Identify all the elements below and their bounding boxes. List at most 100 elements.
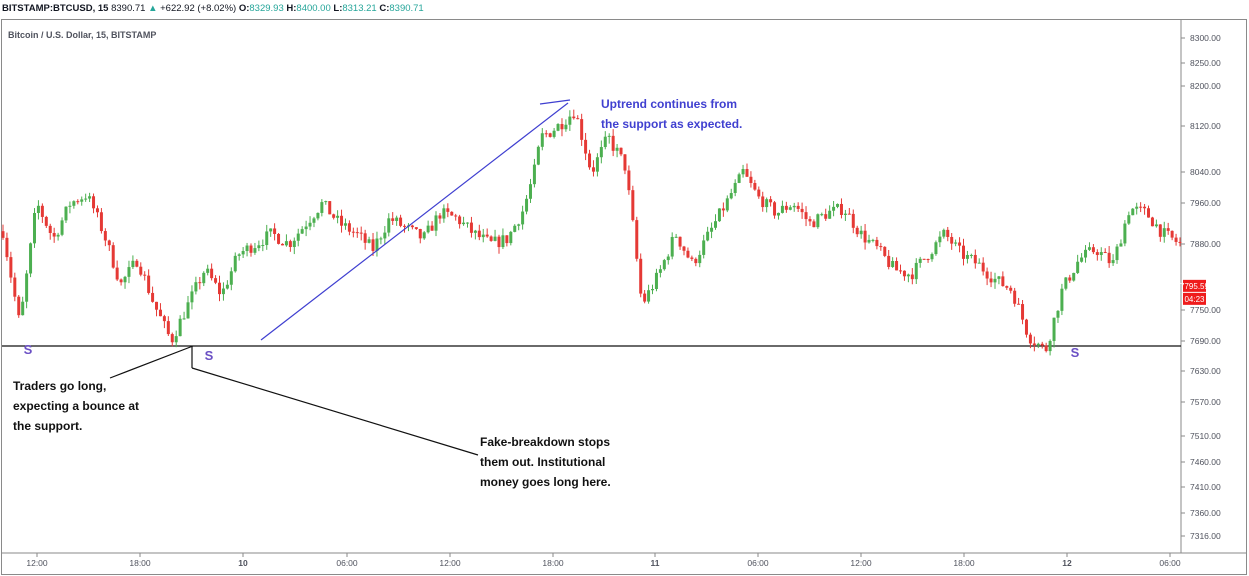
candle-body xyxy=(584,139,588,154)
candle-body xyxy=(174,336,178,343)
candle-body xyxy=(588,153,592,168)
candle-body xyxy=(666,256,670,261)
candle-body xyxy=(1087,247,1091,250)
candle-body xyxy=(993,278,997,283)
candle-body xyxy=(229,271,233,285)
candle-body xyxy=(308,222,312,227)
candle-body xyxy=(1119,243,1123,247)
candle-body xyxy=(1048,340,1052,352)
candle-body xyxy=(879,246,883,248)
candle-body xyxy=(603,136,607,148)
candle-body xyxy=(107,240,111,246)
candle-body xyxy=(438,215,442,219)
candle-body xyxy=(1040,343,1044,346)
candle-body xyxy=(851,213,855,228)
candle-body xyxy=(954,242,958,244)
candle-body xyxy=(403,225,407,227)
candle-body xyxy=(265,231,269,246)
candle-body xyxy=(21,301,25,316)
candle-body xyxy=(607,135,611,137)
candle-body xyxy=(1154,224,1158,227)
candle-body xyxy=(1032,343,1036,346)
candle-body xyxy=(442,208,446,219)
price-tick-label: 7690.00 xyxy=(1190,336,1221,346)
annotation-text: Uptrend continues from xyxy=(601,97,737,111)
price-tick-label: 7460.00 xyxy=(1190,457,1221,467)
price-tick-label: 7410.00 xyxy=(1190,482,1221,492)
candle-body xyxy=(5,237,9,258)
candle-body xyxy=(769,199,773,203)
candle-body xyxy=(910,274,914,280)
candle-body xyxy=(501,235,505,248)
price-tick-label: 8040.00 xyxy=(1190,167,1221,177)
price-tick-label: 8200.00 xyxy=(1190,81,1221,91)
candle-body xyxy=(1052,317,1056,341)
candle-body xyxy=(48,225,52,233)
candle-body xyxy=(513,225,517,232)
pointer-line-long xyxy=(109,345,194,379)
uptrend-arrow-icon xyxy=(539,99,571,105)
candle-body xyxy=(324,201,328,203)
pointer-line-breakdown xyxy=(191,367,479,456)
candle-body xyxy=(804,212,808,220)
symbol-label[interactable]: BITSTAMP:BTCUSD, 15 xyxy=(2,3,109,14)
candle-body xyxy=(269,228,273,232)
price-tick-label: 7750.00 xyxy=(1190,305,1221,315)
candle-body xyxy=(92,196,96,209)
candle-body xyxy=(839,203,843,215)
candle-body xyxy=(312,218,316,223)
candle-body xyxy=(548,133,552,137)
price-tick-label: 7316.00 xyxy=(1190,531,1221,541)
candle-body xyxy=(528,184,532,199)
time-tick-label: 12:00 xyxy=(439,558,461,568)
candle-body xyxy=(434,215,438,231)
price-tick-label: 8250.00 xyxy=(1190,58,1221,68)
candle-body xyxy=(635,220,639,259)
candle-body xyxy=(737,174,741,183)
time-tick-label: 11 xyxy=(651,558,660,568)
candle-body xyxy=(375,238,379,251)
candle-body xyxy=(76,201,80,203)
candle-body xyxy=(710,227,714,232)
candle-body xyxy=(662,260,666,270)
chart-panel[interactable] xyxy=(1,19,1247,575)
candle-body xyxy=(670,236,674,257)
candle-body xyxy=(1028,334,1032,344)
candle-body xyxy=(182,318,186,320)
candle-body xyxy=(68,205,72,207)
candle-body xyxy=(466,222,470,224)
candle-body xyxy=(1095,252,1099,255)
candle-body xyxy=(1107,252,1111,264)
candle-body xyxy=(788,207,792,210)
candle-body xyxy=(1162,228,1166,237)
candle-body xyxy=(556,124,560,131)
candle-body xyxy=(713,221,717,228)
candle-body xyxy=(1076,261,1080,273)
candle-body xyxy=(1044,345,1048,352)
time-tick-label: 06:00 xyxy=(336,558,358,568)
candle-body xyxy=(820,214,824,216)
candle-body xyxy=(9,257,13,278)
candle-body xyxy=(824,214,828,219)
candle-body xyxy=(241,251,245,255)
time-tick-label: 12:00 xyxy=(850,558,872,568)
candle-body xyxy=(532,164,536,185)
candle-body xyxy=(1060,288,1064,311)
candle-body xyxy=(462,222,466,225)
candle-body xyxy=(1080,257,1084,262)
candle-body xyxy=(749,176,753,183)
candle-body xyxy=(387,218,391,233)
candle-body xyxy=(95,208,99,213)
candle-body xyxy=(473,230,477,233)
last-price: 8390.71 xyxy=(111,3,146,14)
candle-body xyxy=(631,190,635,221)
candle-body xyxy=(741,169,745,175)
candle-body xyxy=(1178,241,1182,243)
candle-body xyxy=(418,228,422,239)
candle-body xyxy=(1064,277,1068,289)
candle-body xyxy=(958,242,962,246)
candle-body xyxy=(780,205,784,213)
candle-body xyxy=(249,245,253,253)
candle-body xyxy=(639,258,643,294)
